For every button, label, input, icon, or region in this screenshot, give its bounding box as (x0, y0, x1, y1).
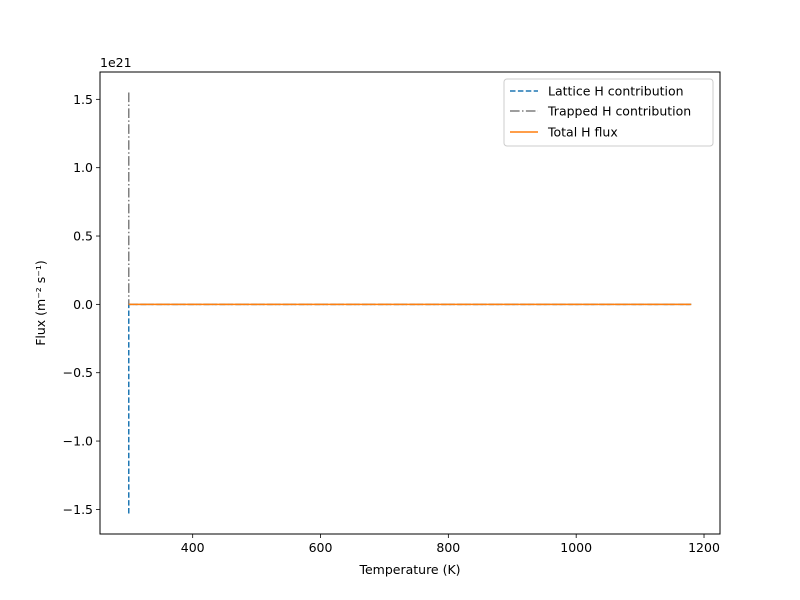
y-tick-label: −0.5 (63, 365, 93, 380)
x-tick-label: 400 (181, 540, 205, 555)
x-axis-ticks: 400 600 800 1000 1200 (181, 534, 720, 555)
y-offset-label: 1e21 (100, 55, 132, 70)
legend-label-trapped: Trapped H contribution (547, 104, 691, 119)
y-tick-label: 1.0 (73, 160, 93, 175)
y-axis-label: Flux (m⁻² s⁻¹) (33, 260, 48, 346)
x-tick-label: 600 (309, 540, 333, 555)
y-axis-ticks: −1.5 −1.0 −0.5 0.0 0.5 1.0 1.5 (63, 92, 100, 517)
x-tick-label: 1000 (560, 540, 592, 555)
y-tick-label: −1.5 (63, 502, 93, 517)
x-tick-label: 1200 (688, 540, 720, 555)
legend: Lattice H contribution Trapped H contrib… (503, 78, 714, 147)
y-tick-label: 0.5 (73, 229, 93, 244)
series-layer (128, 92, 692, 514)
x-tick-label: 800 (436, 540, 460, 555)
x-axis-label: Temperature (K) (358, 562, 460, 577)
legend-label-lattice: Lattice H contribution (548, 84, 684, 99)
legend-label-total: Total H flux (547, 125, 618, 140)
plot-frame (99, 71, 721, 535)
y-tick-label: 0.0 (73, 297, 93, 312)
y-tick-label: 1.5 (73, 92, 93, 107)
legend-box (503, 78, 714, 147)
y-tick-label: −1.0 (63, 434, 93, 449)
